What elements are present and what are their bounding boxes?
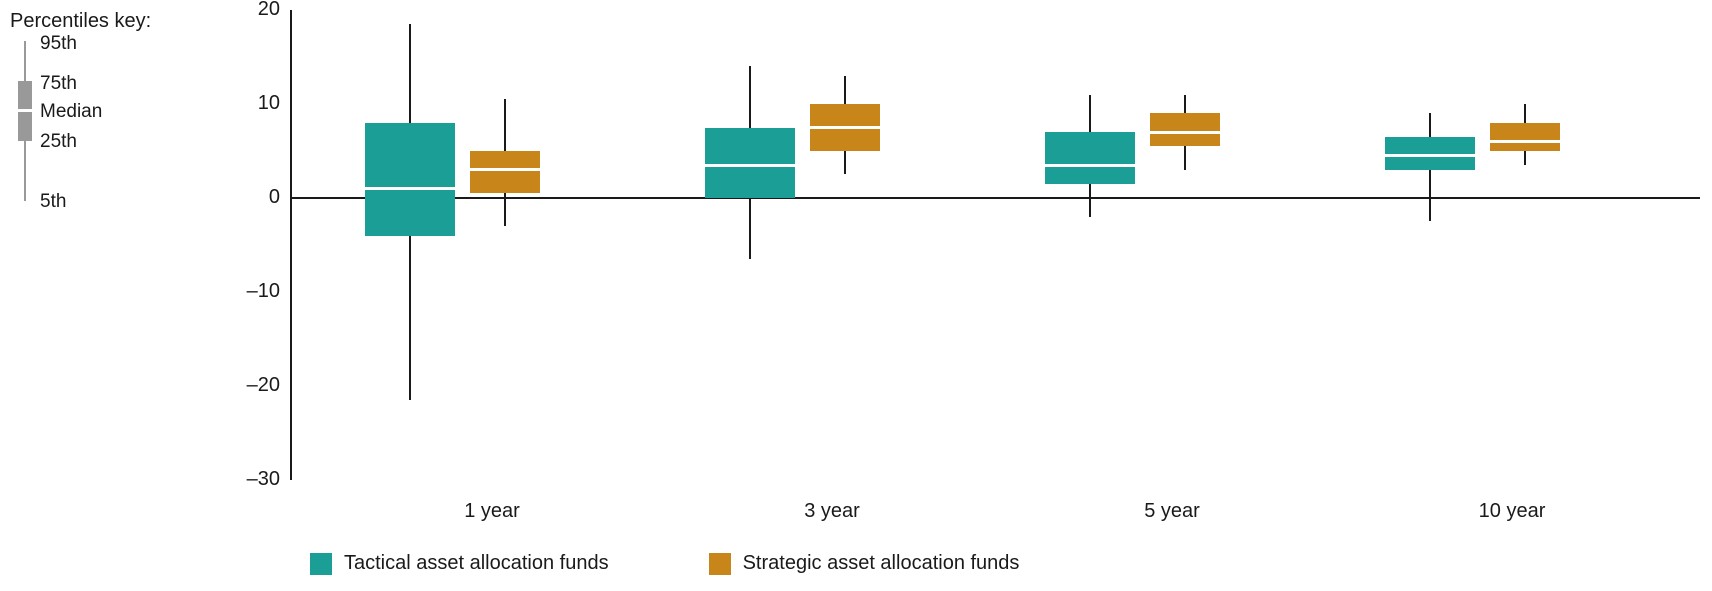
key-label-median: Median: [40, 101, 102, 123]
y-tick-label: 0: [230, 186, 280, 209]
key-label-95th: 95th: [40, 33, 77, 55]
key-whisker-top: [24, 41, 26, 81]
y-tick-label: 10: [230, 92, 280, 115]
x-category-label: 5 year: [1082, 500, 1262, 523]
y-tick-label: 20: [230, 0, 280, 21]
legend-label-tactical: Tactical asset allocation funds: [344, 552, 609, 575]
box: [1490, 123, 1560, 151]
box: [1045, 132, 1135, 184]
percentiles-key-title: Percentiles key:: [10, 10, 151, 33]
key-median: [18, 109, 32, 112]
key-whisker-bottom: [24, 141, 26, 201]
legend-item-strategic: Strategic asset allocation funds: [709, 552, 1020, 575]
percentiles-key: Percentiles key: 95th 75th Median 25th 5…: [10, 10, 151, 211]
chart-container: Percentiles key: 95th 75th Median 25th 5…: [0, 0, 1712, 591]
legend-label-strategic: Strategic asset allocation funds: [743, 552, 1020, 575]
legend-item-tactical: Tactical asset allocation funds: [310, 552, 609, 575]
y-tick-label: –30: [230, 468, 280, 491]
box: [365, 123, 455, 236]
median-line: [1490, 140, 1560, 143]
legend-swatch-tactical: [310, 553, 332, 575]
median-line: [810, 126, 880, 129]
x-category-label: 1 year: [402, 500, 582, 523]
y-axis: [290, 10, 292, 480]
percentiles-key-diagram: 95th 75th Median 25th 5th: [10, 41, 150, 211]
median-line: [1150, 131, 1220, 134]
key-label-5th: 5th: [40, 191, 66, 213]
median-line: [1045, 164, 1135, 167]
median-line: [470, 168, 540, 171]
median-line: [365, 187, 455, 190]
median-line: [1385, 154, 1475, 157]
chart-area: 20100–10–20–30 1 year3 year5 year10 year: [230, 10, 1700, 480]
legend: Tactical asset allocation funds Strategi…: [310, 552, 1019, 575]
x-category-label: 3 year: [742, 500, 922, 523]
y-tick-label: –20: [230, 374, 280, 397]
key-label-25th: 25th: [40, 131, 77, 153]
box: [470, 151, 540, 193]
median-line: [705, 164, 795, 167]
key-label-75th: 75th: [40, 73, 77, 95]
y-tick-label: –10: [230, 280, 280, 303]
x-category-label: 10 year: [1422, 500, 1602, 523]
legend-swatch-strategic: [709, 553, 731, 575]
